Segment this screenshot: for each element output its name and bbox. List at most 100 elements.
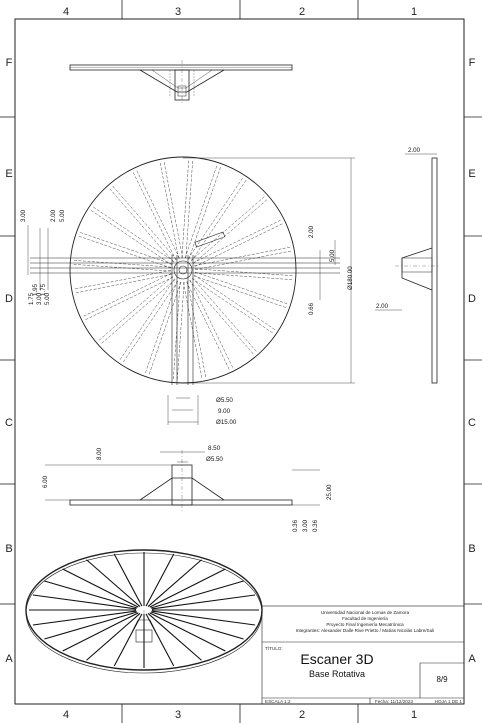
zone-col-2-bottom: 2: [299, 709, 305, 721]
disc-spoke-line: [189, 280, 254, 355]
dim-front-left4: 1.75: [28, 292, 35, 305]
iso-spoke-line: [150, 580, 244, 609]
zone-row-b-right: B: [468, 543, 475, 555]
zone-row-a-left: A: [5, 653, 13, 665]
dim-front-left5: 3.00: [36, 292, 43, 305]
zone-col-2-top: 2: [299, 6, 305, 18]
date: Fecha: 11/12/2023: [375, 699, 413, 704]
dim-front-left8: 1.75: [40, 283, 47, 296]
iso-spoke-line: [32, 610, 137, 626]
disc-spoke-line: [194, 272, 293, 280]
scale: ESCALA 1:2: [265, 699, 291, 704]
disc-spoke-line: [92, 206, 175, 262]
front-view: 3.00 2.00 5.00 1.75 3.00 5.00 1.95 1.75 …: [20, 156, 355, 426]
zone-row-c-right: C: [468, 417, 476, 429]
disc-spoke-line: [74, 270, 171, 290]
disc-spoke-line: [119, 278, 175, 361]
disc-spoke-line: [148, 281, 182, 375]
sheet-total: HOJA 1 DE 1: [435, 699, 463, 704]
iso-spoke-line: [86, 559, 141, 607]
iso-spoke-line: [44, 611, 138, 640]
iso-spoke-line: [113, 553, 143, 607]
disc-spoke-line: [73, 260, 172, 268]
disc-spoke-line: [159, 162, 179, 259]
sheet-number: 8/9: [436, 675, 448, 684]
zone-row-a-right: A: [468, 653, 476, 665]
iso-spoke-line: [44, 580, 138, 609]
disc-spoke-line: [191, 179, 247, 262]
zone-col-1-bottom: 1: [411, 709, 417, 721]
disc-spoke-line: [194, 246, 291, 266]
disc-spoke-line: [192, 277, 257, 352]
side-view: [375, 153, 440, 384]
zone-col-3-top: 3: [175, 6, 181, 18]
disc-spoke-line: [187, 281, 207, 378]
disc-spoke-line: [188, 166, 221, 260]
section-view: [45, 450, 320, 512]
dim-hub-d1: Ø5.50: [216, 397, 233, 404]
iso-spoke-line: [62, 612, 139, 652]
dim-front-inner2: 0.66: [308, 302, 315, 315]
disc-spoke-line: [79, 232, 173, 265]
disc-spoke-line: [193, 274, 276, 331]
dim-sec-r4: 25.00: [326, 484, 333, 500]
disc-spoke-line: [112, 185, 177, 260]
zone-col-1-top: 1: [411, 6, 417, 18]
iso-spoke-line: [86, 613, 141, 661]
section-dimension-texts: 8.50 Ø5.50 8.00 6.00 0.36 3.00 0.36 25.0…: [42, 445, 333, 532]
disc-spoke-line: [192, 219, 282, 264]
disc-spoke-line: [177, 282, 185, 380]
disc-spoke-line: [98, 276, 173, 341]
dim-front-mid: 5.00: [329, 249, 336, 262]
dim-front-left2: 2.00: [50, 209, 57, 222]
disc-spoke-line: [173, 281, 181, 380]
disc-spoke-line: [84, 276, 174, 321]
dim-front-inner: 2.00: [308, 225, 315, 238]
disc-spoke-line: [163, 161, 183, 258]
disc-spoke-line: [194, 271, 288, 305]
zone-row-e-right: E: [468, 168, 475, 180]
dim-sec-r3: 0.36: [312, 519, 319, 532]
zone-row-b-left: B: [5, 543, 12, 555]
dim-sec-left2: 6.00: [42, 475, 49, 488]
disc-spoke-line: [101, 279, 176, 344]
institution-line-2: Facultad de Ingeniería: [342, 616, 388, 621]
dim-side-top: 2.00: [408, 147, 421, 154]
drawing-title: Escaner 3D: [300, 651, 373, 667]
disc-spoke-line: [109, 188, 174, 263]
disc-spoke-line: [136, 170, 180, 259]
iso-spoke-line: [32, 594, 137, 610]
iso-spoke-line: [147, 559, 202, 607]
iso-spoke-line: [62, 568, 139, 608]
iso-spoke-line: [149, 568, 226, 608]
dim-front-left6: 5.00: [44, 292, 51, 305]
iso-spoke-line: [149, 612, 226, 652]
dim-sec-top: 8.50: [208, 445, 221, 452]
disc-spoke-line: [190, 196, 265, 261]
disc-spoke-line: [181, 160, 189, 258]
title-label: TÍTULO:: [265, 645, 283, 651]
side-dimension-texts: 2.00 2.00: [376, 147, 421, 310]
disc-spokes: [73, 160, 293, 380]
disc-spoke-line: [83, 273, 172, 317]
disc-spoke-line: [195, 250, 292, 270]
dim-front-left7: 1.95: [32, 283, 39, 296]
disc-spoke-line: [73, 264, 171, 272]
disc-spoke-line: [195, 268, 293, 276]
disc-spoke-line: [187, 177, 244, 260]
disc-spoke-line: [193, 199, 268, 264]
dim-hub-w: 9.00: [218, 408, 231, 415]
iso-spoke-line: [151, 594, 256, 610]
disc-spoke-line: [189, 279, 234, 369]
disc-spoke-line: [75, 274, 172, 294]
dim-sec-d: Ø5.50: [206, 456, 223, 463]
disc-spoke-line: [90, 209, 173, 266]
title-block: [261, 605, 465, 705]
disc-spoke-line: [183, 282, 203, 379]
top-view: [69, 60, 293, 104]
disc-spoke-line: [185, 160, 193, 259]
institution-line-4: Integrantes: Alexander Dalle Rive Priett…: [296, 628, 435, 633]
zone-col-3-bottom: 3: [175, 709, 181, 721]
dim-front-left3: 5.00: [59, 209, 66, 222]
